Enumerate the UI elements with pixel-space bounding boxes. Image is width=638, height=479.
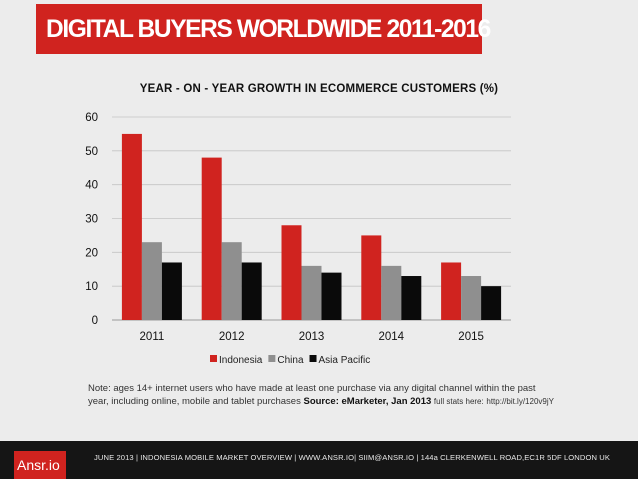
bar xyxy=(221,242,242,320)
bar xyxy=(361,235,382,320)
note-stats: full stats here: xyxy=(433,396,484,406)
bar xyxy=(281,225,302,320)
bar xyxy=(161,262,182,320)
legend-swatch xyxy=(309,355,317,362)
legend-swatch xyxy=(268,355,276,362)
bar xyxy=(241,262,262,320)
chart-title: YEAR - ON - YEAR GROWTH IN ECOMMERCE CUS… xyxy=(139,83,499,95)
bar xyxy=(481,286,502,320)
bar xyxy=(381,265,402,320)
y-tick-label: 30 xyxy=(85,214,98,226)
note-source: Source: eMarketer, Jan 2013 xyxy=(303,395,432,407)
bar xyxy=(461,276,482,320)
title-banner: DIGITAL BUYERS WORLDWIDE 2011-2016 xyxy=(36,4,491,54)
legend-label: Asia Pacific xyxy=(319,355,371,366)
note-body: Note: ages 14+ internet users who have m… xyxy=(88,383,536,407)
x-tick-label: 2014 xyxy=(379,331,405,343)
x-tick-label: 2013 xyxy=(299,331,325,343)
note-link[interactable]: http://bit.ly/120v9jY xyxy=(486,396,554,406)
y-tick-label: 40 xyxy=(85,180,98,192)
bar xyxy=(141,242,162,320)
page-title: DIGITAL BUYERS WORLDWIDE 2011-2016 xyxy=(46,15,491,43)
x-tick-label: 2011 xyxy=(140,331,165,343)
bar xyxy=(301,265,322,320)
legend-swatch xyxy=(210,355,217,362)
legend-label: China xyxy=(277,355,304,366)
y-tick-label: 50 xyxy=(85,146,98,158)
bar xyxy=(321,272,342,320)
note-text: Note: ages 14+ internet users who have m… xyxy=(88,383,558,408)
y-tick-label: 20 xyxy=(85,247,98,259)
legend-label: Indonesia xyxy=(219,355,263,366)
bar-chart: 0 10 20 30 40 50 60 2011 2012 2013 2014 2015 Indones… xyxy=(85,112,511,366)
y-tick-label: 10 xyxy=(85,281,98,293)
y-tick-label: 60 xyxy=(85,112,98,124)
bar xyxy=(441,262,462,320)
bar xyxy=(121,133,142,320)
bar xyxy=(401,276,422,320)
logo-text: Ansr.io xyxy=(17,457,60,473)
footer-text: JUNE 2013 | INDONESIA MOBILE MARKET OVER… xyxy=(94,453,611,462)
x-tick-label: 2012 xyxy=(219,331,245,343)
footer-bar: Ansr.io JUNE 2013 | INDONESIA MOBILE MAR… xyxy=(0,441,638,479)
bar xyxy=(201,157,222,320)
y-tick-label: 0 xyxy=(92,315,98,327)
ansr-logo: Ansr.io xyxy=(14,451,66,479)
x-tick-label: 2015 xyxy=(458,331,484,343)
